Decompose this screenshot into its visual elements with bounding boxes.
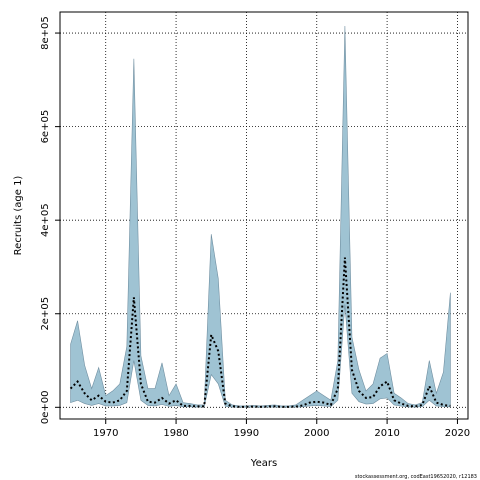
confidence-band	[70, 26, 451, 408]
median-line	[69, 257, 451, 408]
y-tick-label: 0e+00	[40, 390, 51, 424]
x-tick-label: 1990	[234, 428, 259, 439]
x-tick-label: 2000	[304, 428, 329, 439]
plot-frame	[59, 11, 469, 420]
y-axis-title: Recruits (age 1)	[13, 176, 24, 256]
x-tick-label: 2010	[374, 428, 399, 439]
x-tick-label: 1980	[163, 428, 188, 439]
x-axis-title: Years	[250, 458, 277, 469]
credit-text: stockassessment.org, codEast19652020, r1…	[355, 474, 477, 480]
grid-lines	[60, 12, 468, 419]
y-axis: 0e+00 2e+05 4e+05 6e+05 8e+05	[40, 16, 60, 424]
y-tick-label: 4e+05	[40, 203, 51, 237]
x-axis: 1970 1980 1990 2000 2010 2020	[93, 419, 470, 439]
x-tick-label: 1970	[93, 428, 118, 439]
y-tick-label: 6e+05	[40, 110, 51, 144]
y-tick-label: 8e+05	[40, 16, 51, 50]
x-tick-label: 2020	[445, 428, 470, 439]
y-tick-label: 2e+05	[40, 297, 51, 331]
